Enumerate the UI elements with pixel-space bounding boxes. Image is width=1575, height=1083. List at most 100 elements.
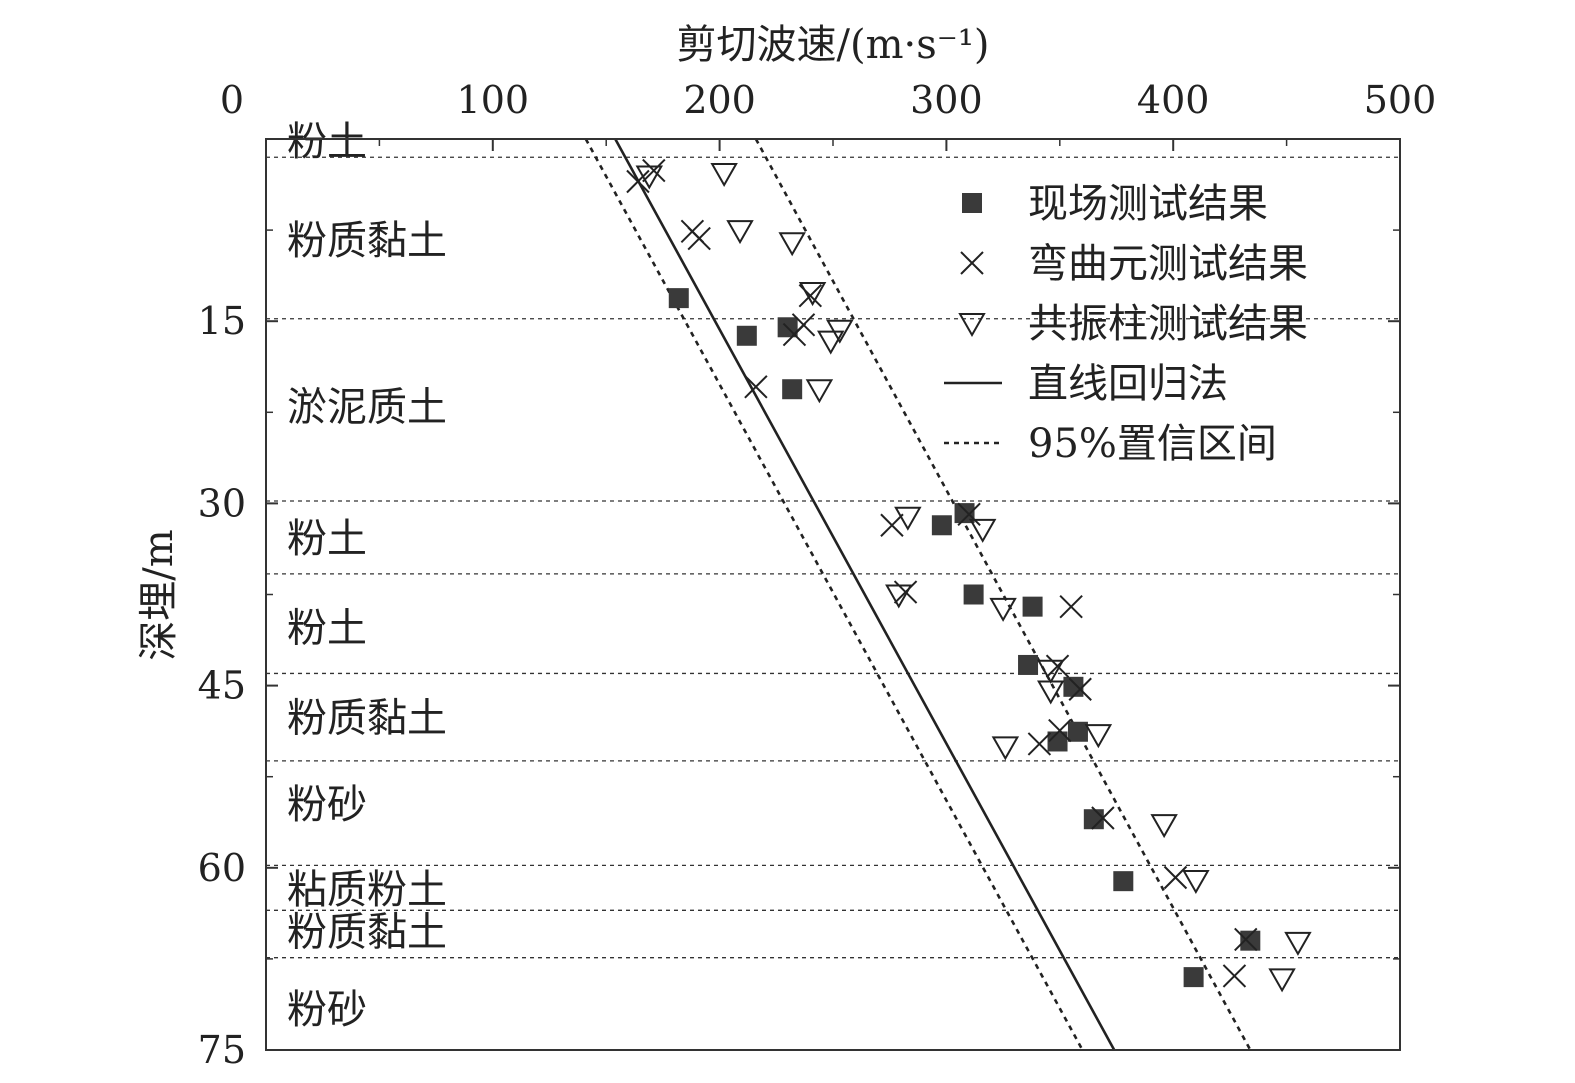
data-point [931,515,952,536]
x-tick-label: 300 [910,78,983,122]
data-point [1163,865,1188,890]
data-point [635,165,664,190]
data-point [1084,724,1113,749]
data-point [744,375,768,399]
data-point-stroke-b [626,169,650,194]
data-point [885,584,913,609]
data-point [1027,732,1052,756]
regression-line-0 [614,138,1116,1051]
legend-label: 共振柱测试结果 [1028,301,1308,347]
data-point [954,503,975,524]
data-point [1240,930,1261,951]
layer-label: 粉质黏土 [287,696,447,742]
axes: 0 100 200 300 400 500 15 30 45 60 75 [198,78,1437,1072]
data-point [726,220,754,245]
layer-label: 粉土 [287,516,367,562]
data-point [1048,718,1072,743]
y-tick-label: 30 [198,481,246,525]
data-point [1059,594,1083,619]
legend-marker [960,251,984,275]
data-point [957,502,981,527]
data-point-stroke-b [798,283,823,308]
data-point [710,163,738,188]
legend-marker-stroke-b [960,251,984,275]
data-point [1222,964,1247,988]
data-point-stroke-b [1059,594,1083,619]
data-point [893,580,918,604]
x-axis-title: 剪切波速/(m·s⁻¹) [676,22,989,68]
data-point-stroke-b [1234,927,1258,952]
data-point [798,282,827,307]
data-point [1150,814,1178,839]
data-point [1268,968,1296,993]
data-point [1068,677,1092,701]
data-point [989,597,1017,622]
legend-marker [958,313,986,338]
data-point [791,313,816,337]
series-2 [635,163,1312,993]
data-point-stroke-b [1091,806,1115,830]
data-point-stroke-b [1048,718,1072,743]
layer-label: 粉土 [287,606,367,652]
data-point [1284,931,1312,956]
x-tick-label: 100 [457,78,530,122]
y-axis-title: 深埋/m [136,529,182,660]
data-point-stroke-b [1027,732,1052,756]
y-tick-label: 45 [198,664,246,708]
data-point [968,518,997,543]
data-point [1091,806,1115,830]
layer-label: 粉质黏土 [287,218,447,264]
data-point-stroke-b [1045,654,1070,678]
y-tick-label: 75 [198,1028,246,1072]
legend-label: 弯曲元测试结果 [1028,241,1308,287]
data-point [1018,654,1039,675]
x-tick-label: 200 [683,78,756,122]
data-point [782,379,803,400]
layer-label: 粉土 [287,119,367,165]
data-point [894,506,922,531]
data-point-stroke-b [1068,677,1092,701]
data-point [1063,676,1084,697]
data-point [668,288,689,309]
layer-label: 粉砂 [287,987,367,1033]
data-point [778,232,806,257]
x-tick-label: 500 [1364,78,1437,122]
fit-lines [584,138,1252,1051]
confidence-line-1 [584,138,1084,1051]
y-tick-label: 60 [198,846,246,890]
layer-label: 粘质粉土 [287,867,447,913]
data-point [880,513,904,537]
y-tick-label: 15 [198,299,246,343]
series-1 [626,158,1258,988]
data-point-stroke-b [642,158,666,183]
series-0 [668,288,1261,988]
data-point [991,736,1020,761]
data-points [626,158,1312,993]
data-point [1113,871,1134,892]
data-point-stroke-b [957,502,981,527]
legend-label: 现场测试结果 [1028,181,1268,227]
data-point [1183,967,1204,988]
data-point-stroke-b [1222,964,1247,988]
data-point-stroke-b [893,580,918,604]
data-point [1022,596,1043,617]
data-point [626,169,650,194]
data-point [687,226,711,251]
legend-label: 95%置信区间 [1028,421,1277,467]
layer-label: 淤泥质土 [287,385,447,431]
legend-marker [962,193,982,213]
data-point [817,330,845,355]
data-point [736,325,757,346]
data-point [805,379,834,404]
data-point [1037,659,1065,684]
data-point-stroke-b [791,313,816,337]
data-point-stroke-b [880,513,904,537]
data-point [1045,654,1070,678]
data-point [963,584,984,605]
data-point [1037,680,1065,705]
layer-boundaries [266,156,1400,959]
x-tick-label: 0 [220,78,244,122]
